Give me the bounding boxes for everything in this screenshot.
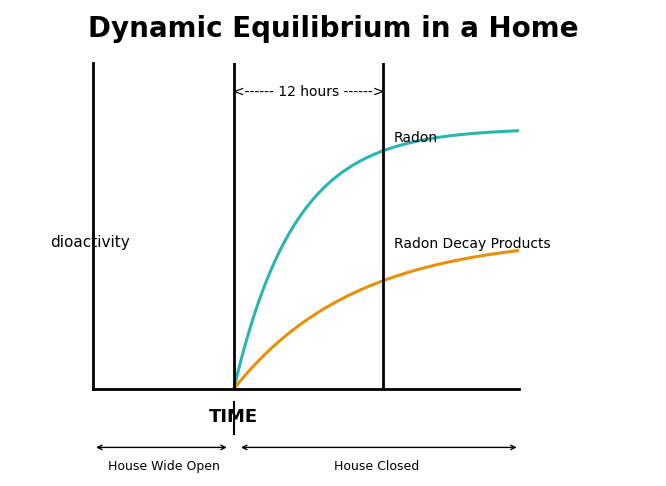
Text: TIME: TIME [209,408,258,426]
Text: House Closed: House Closed [334,460,420,473]
Text: Radon Decay Products: Radon Decay Products [394,237,550,250]
Text: dioactivity: dioactivity [51,235,131,250]
Text: Dynamic Equilibrium in a Home: Dynamic Equilibrium in a Home [88,15,578,43]
Text: <------ 12 hours ------>: <------ 12 hours ------> [233,86,384,100]
Text: Radon: Radon [394,131,438,145]
Text: House Wide Open: House Wide Open [108,460,220,473]
